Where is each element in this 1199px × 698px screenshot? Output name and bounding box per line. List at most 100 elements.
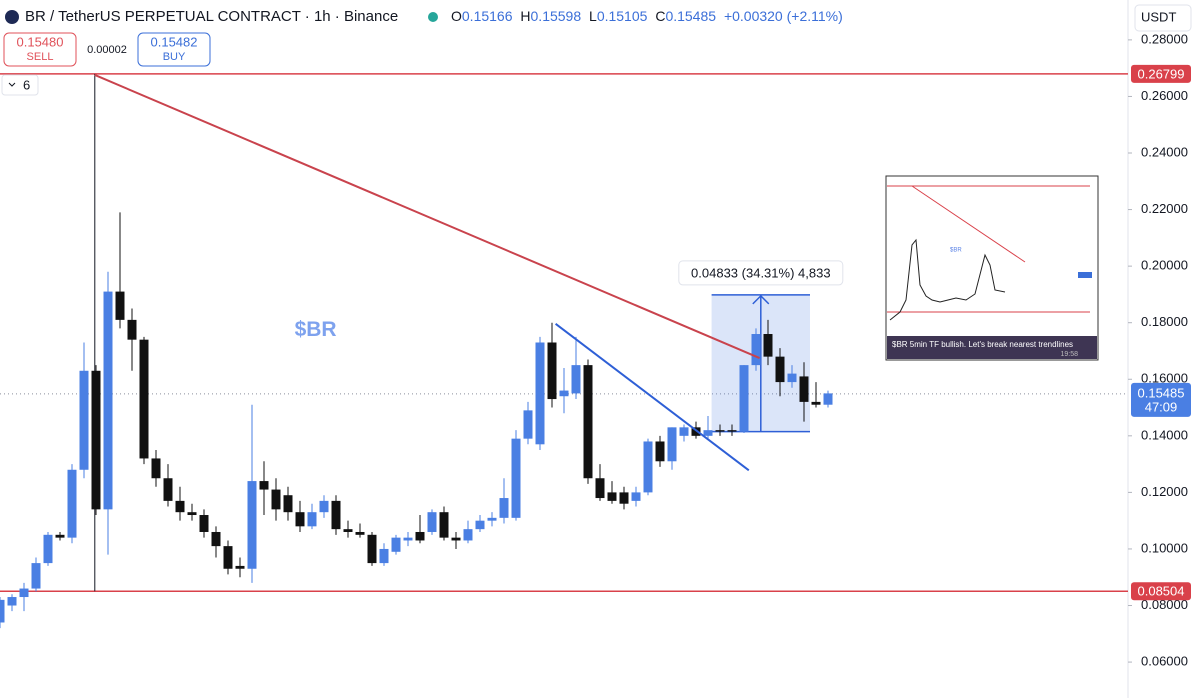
inset-price bbox=[889, 238, 1006, 321]
candle-body bbox=[247, 481, 257, 569]
o-label: O bbox=[451, 8, 462, 24]
y-tick-label: 0.26000 bbox=[1141, 88, 1188, 103]
h-label: H bbox=[520, 8, 530, 24]
candle-body bbox=[439, 512, 449, 538]
y-tick-label: 0.28000 bbox=[1141, 31, 1188, 46]
candle-body bbox=[331, 500, 341, 530]
buy-button[interactable] bbox=[137, 32, 211, 67]
inset-caption-bar bbox=[887, 336, 1097, 359]
currency[interactable]: USDT bbox=[1141, 9, 1176, 24]
candle-body bbox=[319, 500, 329, 513]
candle-body bbox=[751, 334, 761, 366]
candle-body bbox=[19, 588, 29, 598]
candle-body bbox=[55, 534, 65, 538]
symbol-icon bbox=[5, 10, 19, 24]
buy-price[interactable]: 0.15482 bbox=[151, 34, 198, 49]
candle-body bbox=[631, 492, 641, 501]
candle-body bbox=[619, 492, 629, 504]
candle-body bbox=[403, 537, 413, 541]
candle-body bbox=[595, 478, 605, 499]
trendline bbox=[554, 323, 750, 472]
candle-body bbox=[235, 565, 245, 569]
indicator-count[interactable]: 6 bbox=[23, 77, 30, 92]
candle-body bbox=[415, 531, 425, 541]
l-value: 0.15105 bbox=[597, 8, 648, 24]
plot: 0.04833 (34.31%) 4,833 $BR bbox=[0, 73, 1128, 629]
candle-body bbox=[295, 512, 305, 527]
sell-button[interactable] bbox=[3, 32, 77, 67]
indicator-toggle[interactable] bbox=[1, 74, 39, 96]
measure-label: 0.04833 (34.31%) 4,833 bbox=[691, 265, 831, 280]
candle-body bbox=[715, 430, 725, 432]
inset-caption: $BR 5min TF bullish. Let's break nearest… bbox=[892, 340, 1073, 349]
candle-body bbox=[211, 531, 221, 547]
candle-body bbox=[151, 458, 161, 479]
o-value: 0.15166 bbox=[462, 8, 513, 24]
candle-body bbox=[127, 319, 137, 340]
measure-label-box bbox=[678, 260, 844, 286]
currency-button[interactable] bbox=[1134, 4, 1192, 32]
inset-price-tag bbox=[1078, 272, 1092, 278]
y-tick-label: 0.20000 bbox=[1141, 258, 1188, 273]
candle-body bbox=[655, 441, 665, 462]
candle-body bbox=[139, 339, 149, 459]
sell-label[interactable]: SELL bbox=[27, 51, 54, 63]
candle-body bbox=[391, 537, 401, 552]
price-tag-label: 0.08504 bbox=[1138, 584, 1185, 599]
candle-body bbox=[787, 373, 797, 383]
annotation: $BR bbox=[295, 318, 337, 341]
candle-body bbox=[355, 531, 365, 535]
candle-body bbox=[607, 492, 617, 501]
inset-label: $BR bbox=[950, 248, 962, 254]
candle-body bbox=[451, 537, 461, 541]
status-dot bbox=[428, 12, 438, 22]
y-tick-label: 0.18000 bbox=[1141, 314, 1188, 329]
y-tick-label: 0.06000 bbox=[1141, 654, 1188, 669]
y-tick-label: 0.10000 bbox=[1141, 540, 1188, 555]
candle-body bbox=[343, 529, 353, 532]
price-tag bbox=[1131, 582, 1191, 601]
countdown: 47:09 bbox=[1145, 399, 1178, 414]
candle-body bbox=[31, 563, 41, 589]
price-tag bbox=[1131, 64, 1191, 83]
candle-body bbox=[535, 342, 545, 445]
candle-body bbox=[727, 430, 737, 432]
candle-body bbox=[511, 438, 521, 518]
candle-body bbox=[703, 430, 713, 436]
candle-body bbox=[463, 529, 473, 541]
candle-body bbox=[259, 481, 269, 490]
candle-body bbox=[799, 376, 809, 402]
candle-body bbox=[667, 427, 677, 462]
candle-body bbox=[499, 498, 509, 518]
current-price-label: 0.15485 bbox=[1138, 385, 1185, 400]
candle-body bbox=[199, 515, 209, 532]
candle-body bbox=[187, 512, 197, 516]
y-tick-label: 0.14000 bbox=[1141, 427, 1188, 442]
candle-body bbox=[91, 370, 101, 510]
candle-body bbox=[571, 365, 581, 394]
candle-body bbox=[103, 291, 113, 510]
inset-time: 19:58 bbox=[1060, 351, 1078, 358]
candle-body bbox=[7, 597, 17, 606]
sell-price[interactable]: 0.15480 bbox=[17, 34, 64, 49]
y-tick-label: 0.24000 bbox=[1141, 144, 1188, 159]
candle-body bbox=[67, 469, 77, 538]
candle-body bbox=[79, 370, 89, 470]
buy-label[interactable]: BUY bbox=[163, 51, 186, 63]
y-tick-label: 0.08000 bbox=[1141, 597, 1188, 612]
candle-body bbox=[223, 546, 233, 569]
chevron bbox=[8, 82, 16, 87]
candle-body bbox=[523, 410, 533, 439]
l-label: L bbox=[589, 8, 597, 24]
h-value: 0.15598 bbox=[531, 8, 582, 24]
y-tick-label: 0.16000 bbox=[1141, 371, 1188, 386]
candle-body bbox=[763, 334, 773, 357]
c-label: C bbox=[655, 8, 665, 24]
y-tick-label: 0.22000 bbox=[1141, 201, 1188, 216]
candle-body bbox=[679, 427, 689, 436]
candle-body bbox=[175, 500, 185, 513]
price-tag-label: 0.26799 bbox=[1138, 66, 1185, 81]
candle-body bbox=[739, 365, 749, 432]
candle-body bbox=[487, 517, 497, 521]
candle-body bbox=[691, 427, 701, 436]
